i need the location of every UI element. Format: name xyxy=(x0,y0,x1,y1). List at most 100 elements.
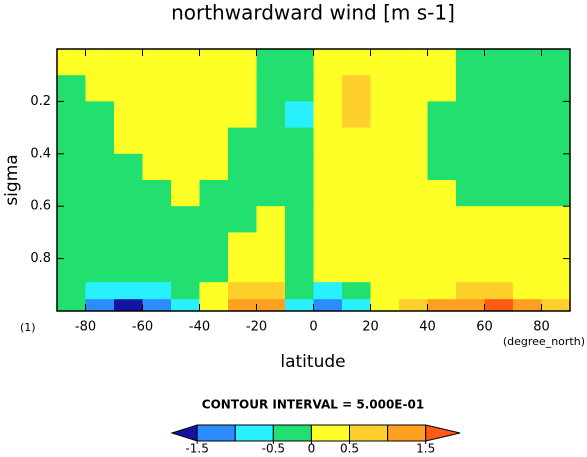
contour-cell xyxy=(541,258,571,283)
contour-cell xyxy=(427,75,457,102)
colorbar-tick-label: 0 xyxy=(308,442,316,454)
contour-cell xyxy=(171,101,200,129)
contour-cell xyxy=(199,127,229,155)
contour-cell xyxy=(171,232,200,260)
contour-cell xyxy=(484,299,514,312)
contour-cell xyxy=(399,127,428,155)
contour-cell xyxy=(85,75,115,102)
contour-cell xyxy=(256,180,286,207)
contour-cell xyxy=(285,282,314,300)
colorbar-segment xyxy=(170,424,198,442)
colorbar-segment xyxy=(387,424,427,442)
contour-cell xyxy=(399,206,428,233)
contour-cell xyxy=(171,299,200,312)
contour-cell xyxy=(456,232,485,260)
contour-cell xyxy=(513,232,542,260)
contour-cell xyxy=(171,49,200,76)
colorbar-tick-label: -0.5 xyxy=(262,442,285,454)
contour-cell xyxy=(256,75,286,102)
contour-cell xyxy=(57,299,86,312)
contour-cell xyxy=(199,299,229,312)
x-tick-label: -40 xyxy=(189,320,210,335)
contour-cell xyxy=(228,299,257,312)
contour-cell xyxy=(199,75,229,102)
contour-cell xyxy=(484,258,514,283)
y-tick-label: 0.2 xyxy=(30,94,51,109)
contour-cell xyxy=(399,282,428,300)
contour-cell xyxy=(399,299,428,312)
contour-cell xyxy=(370,299,400,312)
contour-cell xyxy=(370,153,400,181)
contour-cell xyxy=(313,75,343,102)
contour-cell xyxy=(484,180,514,207)
colorbar-tick-label: -1.5 xyxy=(185,442,208,454)
contour-cell xyxy=(456,258,485,283)
contour-cell xyxy=(342,153,371,181)
contour-cell xyxy=(85,127,115,155)
contour-cell xyxy=(456,282,485,300)
contour-cell xyxy=(171,206,200,233)
contour-cell xyxy=(285,153,314,181)
colorbar-title: CONTOUR INTERVAL = 5.000E-01 xyxy=(202,398,424,412)
contour-cell xyxy=(313,258,343,283)
contour-cell xyxy=(399,153,428,181)
contour-cell xyxy=(513,180,542,207)
contour-cell xyxy=(57,127,86,155)
contour-cell xyxy=(57,101,86,129)
colorbar-tick-label: 1.5 xyxy=(416,442,435,454)
contour-cell xyxy=(285,206,314,233)
colorbar-segment xyxy=(349,424,389,442)
contour-cell xyxy=(342,282,371,300)
x-tick-label: 80 xyxy=(533,320,550,335)
contour-cell xyxy=(85,206,115,233)
contour-cell xyxy=(484,49,514,76)
contour-cell xyxy=(541,75,571,102)
contour-cell xyxy=(57,232,86,260)
contour-cell xyxy=(256,232,286,260)
contour-cell xyxy=(142,232,172,260)
contour-cell xyxy=(313,101,343,129)
colorbar-tick-label: 0.5 xyxy=(340,442,359,454)
contour-cell xyxy=(114,127,143,155)
contour-cell xyxy=(313,127,343,155)
contour-cell xyxy=(171,180,200,207)
contour-cell xyxy=(399,232,428,260)
contour-cell xyxy=(228,232,257,260)
contour-cell xyxy=(484,101,514,129)
contour-cell xyxy=(456,153,485,181)
contour-cell xyxy=(57,49,86,76)
contour-cell xyxy=(142,180,172,207)
contour-cell xyxy=(513,299,542,312)
contour-cell xyxy=(370,127,400,155)
contour-cell xyxy=(142,101,172,129)
contour-cell xyxy=(142,49,172,76)
contour-cell xyxy=(513,258,542,283)
contour-cell xyxy=(342,101,371,129)
contour-cell xyxy=(541,153,571,181)
contour-cell xyxy=(85,180,115,207)
contour-cell xyxy=(427,153,457,181)
contour-cell xyxy=(199,153,229,181)
contour-cell xyxy=(456,75,485,102)
contour-cell xyxy=(285,299,314,312)
contour-cell xyxy=(199,180,229,207)
contour-cell xyxy=(484,232,514,260)
contour-cell xyxy=(399,75,428,102)
chart-title: northwardward wind [m s-1] xyxy=(171,1,455,25)
contour-cell xyxy=(199,101,229,129)
contour-cell xyxy=(114,282,143,300)
contour-cell xyxy=(513,49,542,76)
contour-cell xyxy=(228,75,257,102)
contour-cell xyxy=(199,206,229,233)
contour-cell xyxy=(85,49,115,76)
contour-cell xyxy=(171,75,200,102)
contour-cell xyxy=(256,299,286,312)
contour-cell xyxy=(85,101,115,129)
contour-cell xyxy=(228,206,257,233)
y-tick-label: 0.6 xyxy=(30,199,51,214)
contour-cell xyxy=(484,206,514,233)
colorbar-segment xyxy=(425,424,461,442)
contour-cell xyxy=(114,258,143,283)
contour-cell xyxy=(456,127,485,155)
contour-cell xyxy=(256,127,286,155)
